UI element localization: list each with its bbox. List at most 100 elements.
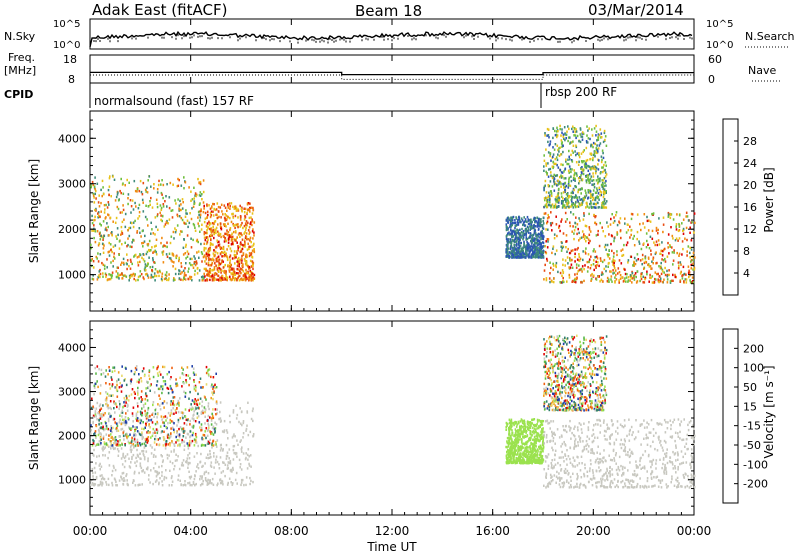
- data-cell: [616, 223, 619, 227]
- data-cell: [247, 276, 249, 280]
- data-cell: [518, 238, 521, 241]
- data-cell: [171, 440, 173, 443]
- data-cell: [178, 204, 181, 207]
- data-cell: [182, 459, 185, 462]
- data-cell: [118, 421, 121, 424]
- data-cell: [100, 477, 103, 481]
- data-cell: [139, 418, 141, 421]
- data-cell: [202, 409, 204, 412]
- data-cell: [236, 264, 239, 268]
- data-cell: [233, 451, 235, 455]
- data-cell: [201, 193, 203, 196]
- data-cell: [529, 246, 531, 249]
- data-cell: [252, 206, 254, 210]
- data-cell: [213, 203, 215, 206]
- data-cell: [94, 382, 97, 386]
- data-cell: [103, 204, 106, 207]
- data-cell: [161, 460, 164, 464]
- data-cell: [160, 454, 162, 457]
- nsearch-line: [93, 34, 693, 44]
- data-cell: [568, 165, 571, 168]
- data-cell: [211, 230, 214, 233]
- data-cell: [625, 231, 628, 234]
- data-cell: [212, 376, 215, 379]
- data-cell: [568, 251, 571, 255]
- data-cell: [189, 390, 191, 394]
- data-cell: [107, 438, 110, 441]
- data-cell: [183, 382, 185, 385]
- data-cell: [149, 431, 151, 434]
- data-cell: [120, 447, 123, 450]
- data-cell: [586, 141, 589, 144]
- data-cell: [224, 217, 226, 220]
- data-cell: [655, 226, 658, 230]
- data-cell: [202, 444, 205, 447]
- data-cell: [633, 261, 635, 264]
- data-cell: [651, 275, 654, 278]
- data-cell: [137, 483, 140, 487]
- data-cell: [520, 241, 522, 245]
- data-cell: [194, 474, 196, 477]
- data-cell: [121, 463, 124, 466]
- data-cell: [189, 430, 192, 433]
- data-cell: [250, 275, 253, 279]
- data-cell: [596, 257, 599, 260]
- data-cell: [150, 196, 152, 200]
- data-cell: [203, 220, 206, 224]
- data-cell: [245, 427, 248, 431]
- data-cell: [218, 215, 220, 219]
- data-cell: [517, 231, 520, 234]
- data-cell: [149, 389, 151, 392]
- data-cell: [95, 189, 97, 193]
- data-cell: [215, 226, 218, 230]
- data-cell: [522, 247, 525, 250]
- data-cell: [581, 138, 584, 141]
- data-cell: [578, 253, 580, 256]
- data-cell: [120, 422, 123, 426]
- data-cell: [511, 232, 513, 236]
- data-cell: [129, 382, 132, 385]
- data-cell: [160, 183, 162, 186]
- data-cell: [508, 217, 510, 220]
- data-cell: [132, 208, 135, 211]
- data-cell: [216, 216, 219, 220]
- data-cell: [578, 180, 581, 183]
- data-cell: [116, 379, 118, 383]
- data-cell: [153, 391, 156, 394]
- data-cell: [214, 443, 217, 446]
- data-cell: [202, 190, 205, 194]
- data-cell: [194, 405, 197, 409]
- data-cell: [117, 191, 119, 194]
- data-cell: [150, 276, 152, 279]
- data-cell: [685, 211, 688, 214]
- data-cell: [570, 211, 572, 214]
- data-cell: [570, 249, 573, 253]
- data-cell: [219, 276, 221, 280]
- data-cell: [251, 409, 254, 413]
- data-cell: [629, 236, 631, 239]
- data-cell: [219, 267, 222, 271]
- data-cell: [559, 127, 561, 131]
- data-cell: [631, 281, 633, 284]
- data-cell: [195, 194, 198, 198]
- data-cell: [185, 374, 188, 377]
- data-cell: [181, 429, 183, 432]
- data-cell: [125, 473, 128, 476]
- data-cell: [134, 461, 136, 464]
- data-cell: [538, 218, 540, 222]
- data-cell: [605, 144, 608, 147]
- data-cell: [130, 448, 133, 451]
- data-cell: [214, 220, 217, 223]
- data-cell: [593, 206, 596, 209]
- data-cell: [552, 262, 554, 266]
- data-cell: [99, 392, 102, 395]
- data-cell: [651, 281, 654, 284]
- data-cell: [557, 205, 560, 208]
- data-cell: [139, 433, 142, 437]
- data-cell: [178, 277, 181, 280]
- data-cell: [214, 461, 217, 464]
- data-cell: [102, 477, 105, 481]
- data-cell: [193, 400, 195, 404]
- data-cell: [123, 418, 126, 421]
- data-cell: [102, 437, 105, 440]
